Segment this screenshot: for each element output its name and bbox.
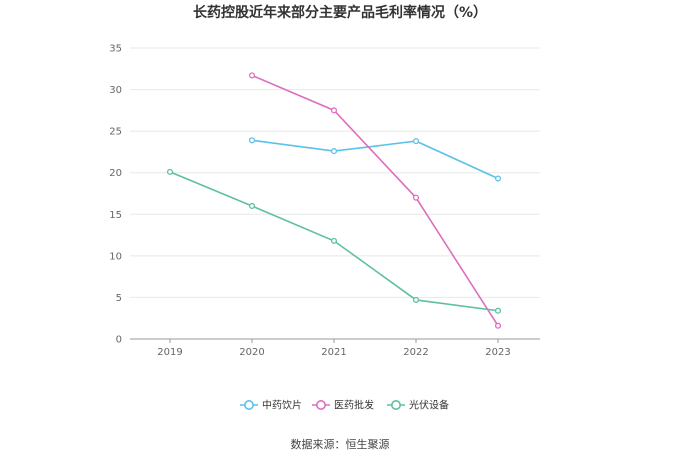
data-point-1-2 <box>330 107 338 114</box>
x-tick-label: 2022 <box>403 347 428 358</box>
x-tick-label: 2023 <box>485 347 510 358</box>
y-tick-label: 30 <box>109 85 122 96</box>
series-line-0 <box>251 139 499 180</box>
data-point-1-1 <box>248 72 256 79</box>
data-point-2-4 <box>494 307 502 314</box>
y-tick-label: 5 <box>116 293 122 304</box>
data-point-0-2 <box>330 148 338 155</box>
legend-marker-1[interactable] <box>315 399 326 410</box>
legend-marker-0[interactable] <box>244 399 255 410</box>
y-tick-label: 15 <box>109 210 122 221</box>
series-line-1 <box>251 74 499 327</box>
chart-title: 长药控股近年来部分主要产品毛利率情况（%） <box>192 5 488 21</box>
data-point-0-1 <box>248 137 256 144</box>
x-tick-label: 2019 <box>157 347 182 358</box>
data-point-1-3 <box>412 194 420 201</box>
legend-marker-2[interactable] <box>390 399 401 410</box>
legend-label-2[interactable]: 光伏设备 <box>409 399 449 412</box>
legend-label-0[interactable]: 中药饮片 <box>262 399 302 412</box>
data-point-2-3 <box>412 296 420 303</box>
data-point-2-1 <box>248 202 256 210</box>
data-point-0-3 <box>412 138 420 145</box>
data-point-2-0 <box>166 168 174 175</box>
data-point-1-4 <box>494 322 502 329</box>
y-tick-label: 20 <box>109 168 122 179</box>
x-tick-label: 2021 <box>321 347 346 358</box>
data-point-2-2 <box>330 237 338 244</box>
data-source-note: 数据来源：恒生聚源 <box>290 438 390 451</box>
data-point-0-4 <box>494 175 502 182</box>
y-tick-label: 35 <box>109 44 122 55</box>
x-tick-label: 2020 <box>239 347 264 358</box>
legend-label-1[interactable]: 医药批发 <box>334 399 374 412</box>
y-tick-label: 25 <box>109 127 122 138</box>
y-tick-label: 10 <box>109 251 122 262</box>
y-tick-label: 0 <box>116 335 122 346</box>
